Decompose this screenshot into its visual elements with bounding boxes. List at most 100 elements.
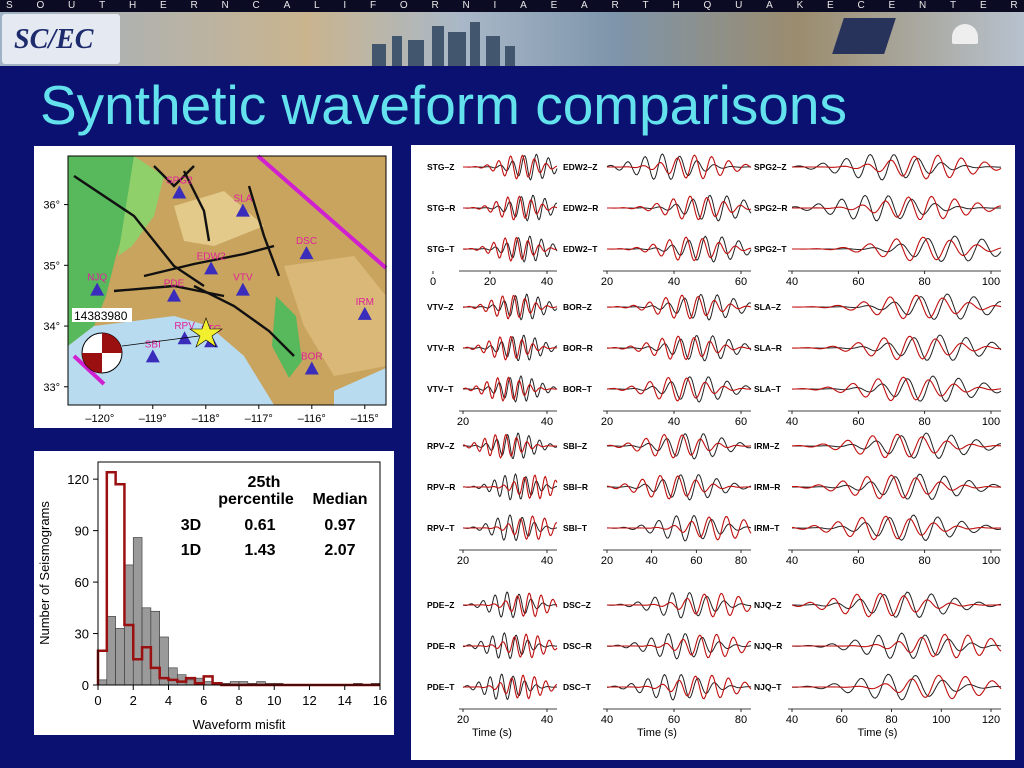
time-tick-label: 0 [430,276,436,288]
synthetic-trace [606,376,751,402]
fault-line [247,185,281,277]
observed-trace [462,632,557,660]
observed-trace [463,472,558,501]
fault-line [153,165,195,188]
trace-label: NJQ–R [754,641,782,651]
station-marker [299,246,314,260]
observed-trace [606,153,752,181]
synthetic-trace [607,335,752,361]
histogram-1d-bars [97,537,381,686]
station-label: VTV [233,273,253,284]
banner-letter: Q [703,0,712,11]
station-map: 36° 35° 34° 33° –120° –119° –118° –117° –116° –11… [43,154,388,425]
time-tick-label: 80 [735,555,747,567]
scec-logo: SC/EC [2,14,120,64]
observed-trace [462,432,558,460]
table-cell-median: 2.07 [324,542,355,559]
station-marker [90,282,105,296]
trace-label: SLA–R [754,343,782,353]
lat-tick-label: 36° [43,200,60,212]
lon-tick-label: –120° [85,413,114,425]
event-id: 14383980 [74,309,128,323]
fault-line [73,175,205,287]
trace-label: BOR–Z [563,302,592,312]
station-label: SBI [145,339,161,350]
synthetic-trace [792,335,1001,361]
observed-trace [792,375,1002,402]
banner-letter: A [581,0,588,11]
coastal-lowland [68,156,134,346]
histogram-bar [97,679,108,686]
synthetic-trace [792,294,1002,320]
synthetic-trace [606,474,751,500]
trace-label: SBI–Z [563,441,587,451]
synthetic-trace [606,433,751,459]
observed-trace [791,514,1002,542]
y-tick-label: 90 [75,524,89,539]
time-tick-label: 100 [982,555,1000,567]
histogram-bar [150,610,160,686]
trace-label: STG–Z [427,162,454,172]
synthetic-trace [463,633,558,659]
trace-label: SPG2–R [754,203,788,213]
time-tick-label: 60 [735,276,747,288]
station-map-panel: 36° 35° 34° 33° –120° –119° –118° –117° –116° –11… [34,146,392,428]
banner-letter: E [160,0,167,11]
time-axis-label: Time (s) [637,727,677,739]
y-tick-label: 0 [82,678,89,693]
station-marker [167,288,181,302]
lat-tick-label: 34° [43,321,60,333]
skyline-building [432,26,444,66]
trace-label: SPG2–Z [754,162,787,172]
trace-label: NJQ–Z [754,600,781,610]
banner-letter: R [1010,0,1018,11]
slide-title: Synthetic waveform comparisons [40,74,847,136]
synthetic-trace [792,674,1002,700]
observed-trace [462,673,557,701]
station-marker [145,349,160,363]
observed-trace [463,293,558,321]
observed-trace [607,433,752,460]
trace-label: EDW2–T [563,244,598,254]
trace-label: PDE–R [427,641,455,651]
synthetic-trace [791,592,1002,618]
lon-tick-label: –118° [192,413,220,425]
event-id-box [72,308,132,322]
station-label: BOR [301,352,323,363]
skyline-building [392,36,402,66]
fault-line [182,170,211,242]
time-tick-label: 40 [541,555,553,567]
synthetic-trace [607,674,752,700]
time-tick-label: 80 [885,714,897,726]
observed-trace [462,591,558,619]
synthetic-trace [792,195,1002,221]
trace-label: PDE–T [427,682,455,692]
station-label: NJQ [87,273,107,284]
synthetic-trace [463,474,558,500]
fault-lines [73,165,295,357]
time-tick-label: 40 [541,714,553,726]
banner-letter: U [735,0,743,11]
synthetic-trace [607,633,752,659]
observed-trace [792,334,1002,361]
trace-label: RPV–Z [427,441,454,451]
trace-label: IRM–Z [754,441,780,451]
x-tick-label: 2 [130,693,137,708]
banner-letter: K [796,0,804,11]
lon-tick-label: –116° [298,413,326,425]
synthetic-trace [463,195,558,221]
x-tick-label: 8 [235,693,242,708]
beachball-compression [82,353,102,373]
time-tick-label: 40 [786,555,798,567]
waveform-panel: STG–Z STG–R STG–T 0 20 40 VTV–Z VTV–R VTV–T 20 40 R… [411,145,1015,760]
station-marker [172,185,187,199]
skyline-building [486,36,500,66]
map-frame [67,155,387,406]
time-tick-label: 40 [541,416,553,428]
trace-label: DSC–T [563,682,592,692]
banner-letter: A [520,0,527,11]
x-tick-label: 4 [165,693,172,708]
ocean [68,316,274,405]
observed-trace [607,334,752,362]
banner-letter: T [99,0,106,11]
